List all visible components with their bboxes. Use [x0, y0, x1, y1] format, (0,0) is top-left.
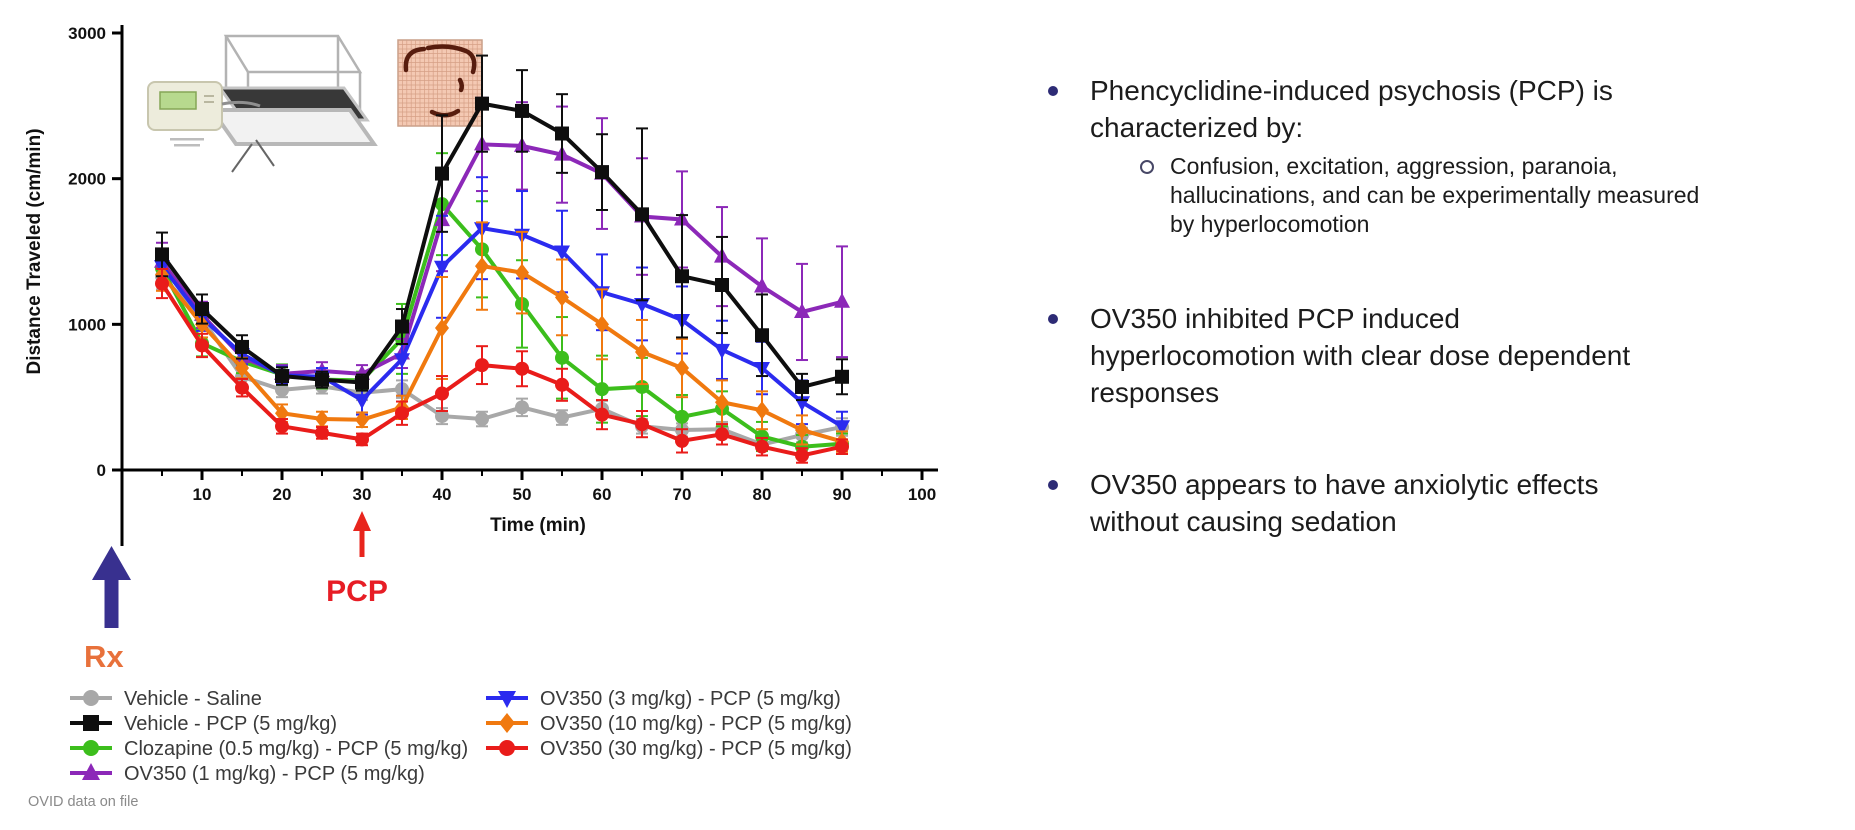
bullet-line: hyperlocomotion with clear dose dependen…	[1090, 340, 1631, 371]
svg-text:50: 50	[513, 485, 532, 504]
svg-text:OV350 (3 mg/kg) - PCP (5 mg/kg: OV350 (3 mg/kg) - PCP (5 mg/kg)	[540, 688, 841, 710]
svg-text:1000: 1000	[68, 315, 106, 334]
svg-text:90: 90	[833, 485, 852, 504]
svg-text:Clozapine (0.5 mg/kg) - PCP (5: Clozapine (0.5 mg/kg) - PCP (5 mg/kg)	[124, 738, 468, 760]
svg-text:Rx: Rx	[84, 639, 124, 674]
svg-text:30: 30	[353, 485, 372, 504]
trackplot-image	[397, 39, 483, 127]
bullet-point-1: Phencyclidine-induced psychosis (PCP) is…	[1048, 72, 1613, 146]
svg-text:60: 60	[593, 485, 612, 504]
bullet-point-3: OV350 appears to have anxiolytic effects…	[1048, 466, 1598, 540]
svg-text:Vehicle - Saline: Vehicle - Saline	[124, 688, 262, 710]
sub-bullet-line: Confusion, excitation, aggression, paran…	[1170, 153, 1618, 179]
svg-text:80: 80	[753, 485, 772, 504]
svg-text:70: 70	[673, 485, 692, 504]
apparatus-image	[147, 34, 378, 173]
footer-note: OVID data on file	[28, 794, 139, 810]
svg-text:OV350 (10 mg/kg) - PCP (5 mg/k: OV350 (10 mg/kg) - PCP (5 mg/kg)	[540, 713, 852, 735]
svg-text:OV350 (1 mg/kg) - PCP (5 mg/kg: OV350 (1 mg/kg) - PCP (5 mg/kg)	[124, 763, 425, 785]
bullet-point-2: OV350 inhibited PCP induced hyperlocomot…	[1048, 300, 1630, 411]
svg-text:PCP: PCP	[326, 575, 388, 608]
svg-text:Distance Traveled (cm/min): Distance Traveled (cm/min)	[24, 128, 45, 374]
legend-item: Vehicle - PCP (5 mg/kg)	[70, 713, 337, 735]
legend-item: OV350 (10 mg/kg) - PCP (5 mg/kg)	[486, 713, 852, 735]
sub-bullet-line: hallucinations, and can be experimentall…	[1170, 182, 1700, 208]
legend-item: OV350 (1 mg/kg) - PCP (5 mg/kg)	[70, 763, 425, 785]
svg-text:20: 20	[273, 485, 292, 504]
chart-plot-area: 0 1000 2000 3000 10 20 30 40 50 60 70 80 90 100 Time (…	[24, 24, 938, 785]
bullet-line: OV350 inhibited PCP induced	[1090, 303, 1460, 334]
sub-bullet-line: by hyperlocomotion	[1170, 211, 1370, 237]
svg-text:2000: 2000	[68, 170, 106, 189]
svg-text:Vehicle - PCP (5 mg/kg): Vehicle - PCP (5 mg/kg)	[124, 713, 337, 735]
svg-text:3000: 3000	[68, 24, 106, 43]
legend-item: OV350 (30 mg/kg) - PCP (5 mg/kg)	[486, 738, 852, 760]
svg-text:40: 40	[433, 485, 452, 504]
svg-text:10: 10	[193, 485, 212, 504]
bullet-line: responses	[1090, 377, 1220, 408]
svg-text:0: 0	[97, 461, 106, 480]
bullet-icon	[1048, 480, 1058, 490]
bullet-icon	[1048, 314, 1058, 324]
legend-item: Clozapine (0.5 mg/kg) - PCP (5 mg/kg)	[70, 738, 468, 760]
sub-bullet-icon	[1140, 160, 1154, 174]
legend-item: Vehicle - Saline	[70, 688, 262, 710]
bullet-icon	[1048, 86, 1058, 96]
bullet-line: Phencyclidine-induced psychosis (PCP) is	[1090, 75, 1613, 106]
locomotion-chart: 0 1000 2000 3000 10 20 30 40 50 60 70 80 90 100 Time (…	[24, 24, 938, 785]
svg-text:100: 100	[908, 485, 936, 504]
bullet-line: characterized by:	[1090, 112, 1304, 143]
bullet-line: OV350 appears to have anxiolytic effects	[1090, 469, 1599, 500]
svg-text:Time (min): Time (min)	[490, 515, 586, 536]
sub-bullet-1: Confusion, excitation, aggression, paran…	[1140, 152, 1699, 239]
bullet-line: without causing sedation	[1090, 506, 1397, 537]
legend-item: OV350 (3 mg/kg) - PCP (5 mg/kg)	[486, 688, 841, 710]
svg-text:OV350 (30 mg/kg) - PCP (5 mg/k: OV350 (30 mg/kg) - PCP (5 mg/kg)	[540, 738, 852, 760]
